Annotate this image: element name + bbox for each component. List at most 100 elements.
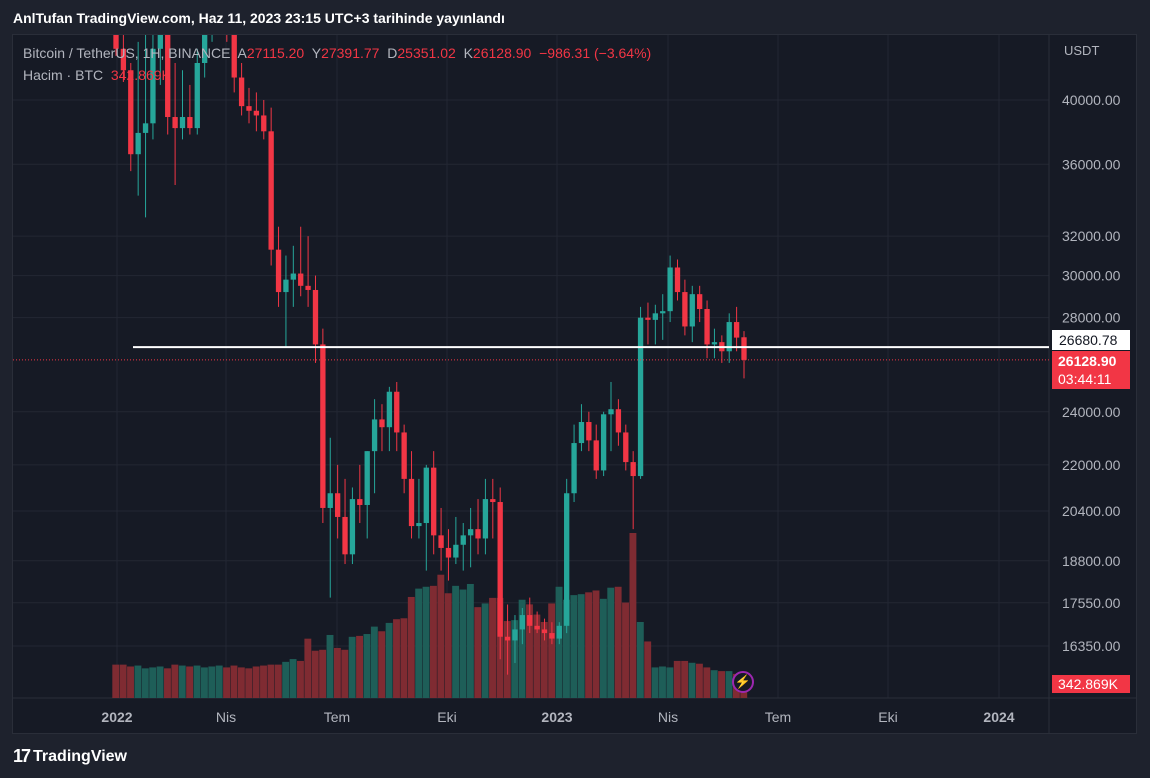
- low-label: D: [387, 45, 398, 61]
- volume-bar: [274, 664, 282, 698]
- volume-bar: [164, 668, 171, 698]
- candle-body: [726, 322, 732, 352]
- candle-body: [298, 273, 304, 286]
- y-tick-label: 24000.00: [1062, 404, 1121, 420]
- x-tick-label: 2023: [541, 709, 572, 725]
- volume-bar: [651, 667, 659, 698]
- volume-bar: [430, 585, 437, 698]
- volume-bar: [659, 666, 666, 698]
- candle-body: [128, 70, 134, 155]
- bar-countdown: 03:44:11: [1058, 371, 1112, 387]
- volume-bar: [540, 621, 548, 698]
- candle-body: [209, 8, 214, 21]
- ohlc-legend: Bitcoin / TetherUS, 1H, BINANCE A27115.2…: [23, 45, 651, 61]
- volume-bar: [562, 599, 570, 698]
- candle-body: [600, 414, 607, 471]
- candle-body: [689, 294, 695, 327]
- candle-body: [497, 502, 503, 637]
- candle-body: [179, 117, 186, 129]
- volume-bar: [260, 665, 267, 698]
- volume-bar: [489, 597, 496, 698]
- volume-bar: [252, 666, 260, 698]
- y-axis-unit: USDT: [1064, 43, 1099, 58]
- x-tick-label: Nis: [658, 709, 678, 725]
- candle-body: [379, 419, 385, 428]
- volume-legend: Hacim · BTC 342.869K: [23, 67, 171, 83]
- symbol-label[interactable]: Bitcoin / TetherUS, 1H, BINANCE: [23, 45, 231, 61]
- volume-bar: [393, 619, 400, 698]
- volume-bar: [370, 626, 378, 698]
- volume-bar: [348, 636, 356, 698]
- volume-bar: [592, 590, 600, 698]
- x-tick-label: Eki: [437, 709, 456, 725]
- volume-bar: [267, 664, 275, 698]
- candle-body: [593, 440, 599, 471]
- candle-body: [320, 344, 326, 508]
- candle-body: [142, 123, 149, 133]
- candle-body: [674, 267, 681, 293]
- y-tick-label: 22000.00: [1062, 457, 1121, 473]
- high-value: 27391.77: [321, 45, 380, 61]
- candle-body: [541, 629, 548, 634]
- volume-bar: [466, 583, 474, 698]
- candle-body: [623, 432, 629, 463]
- volume-bar: [452, 585, 460, 698]
- candle-body: [549, 633, 555, 639]
- open-value: 27115.20: [246, 45, 305, 61]
- candle-body: [394, 391, 400, 433]
- volume-bar: [585, 592, 593, 698]
- candle-body: [238, 77, 245, 107]
- y-tick-label: 20400.00: [1062, 503, 1121, 519]
- candle-body: [386, 391, 393, 428]
- volume-bar: [363, 634, 371, 698]
- candle-body: [253, 110, 260, 116]
- brand-name: TradingView: [33, 747, 127, 765]
- candle-body: [120, 48, 127, 71]
- publish-header: AnlTufan TradingView.com, Haz 11, 2023 2…: [13, 10, 505, 26]
- candle-body: [371, 419, 378, 452]
- candle-body: [467, 529, 474, 536]
- last-price-tag: 26128.90 03:44:11: [1052, 351, 1130, 389]
- change-value: −986.31 (−3.64%): [539, 45, 652, 61]
- volume-bar: [119, 664, 127, 698]
- y-tick-label: 32000.00: [1062, 228, 1121, 244]
- volume-bar: [149, 667, 157, 698]
- volume-bar: [740, 690, 748, 698]
- volume-legend-value: 342.869K: [110, 67, 171, 83]
- volume-bar: [459, 589, 467, 698]
- volume-bar: [230, 665, 238, 698]
- volume-bar: [200, 667, 208, 698]
- candle-body: [652, 313, 659, 320]
- volume-bar: [666, 667, 674, 698]
- tradingview-logo[interactable]: 17 TradingView: [13, 746, 127, 767]
- volume-bar: [400, 618, 408, 698]
- volume-bar: [333, 647, 341, 698]
- volume-bar: [437, 574, 445, 698]
- volume-bar: [629, 533, 637, 698]
- lightning-icon[interactable]: ⚡: [732, 671, 754, 693]
- candle-body: [342, 516, 348, 555]
- candle-body: [275, 249, 282, 293]
- candle-body: [224, 2, 229, 35]
- volume-bar: [577, 594, 585, 698]
- volume-bar: [622, 602, 629, 698]
- candle-body: [445, 547, 452, 558]
- candle-body: [534, 625, 540, 630]
- candle-body: [490, 499, 496, 503]
- volume-bar: [444, 593, 452, 698]
- candle-body: [453, 544, 459, 558]
- candle-body: [527, 615, 533, 626]
- candle-body: [571, 443, 577, 494]
- volume-bar: [526, 604, 533, 698]
- candle-body: [733, 322, 740, 338]
- y-tick-label: 40000.00: [1062, 92, 1121, 108]
- volume-bar: [681, 660, 689, 698]
- volume-bar: [282, 661, 290, 698]
- volume-bar: [570, 595, 578, 698]
- candle-body: [261, 115, 267, 132]
- volume-bar: [193, 665, 201, 698]
- volume-bar: [644, 641, 652, 698]
- volume-label[interactable]: Hacim · BTC: [23, 67, 104, 83]
- volume-bar: [636, 621, 644, 698]
